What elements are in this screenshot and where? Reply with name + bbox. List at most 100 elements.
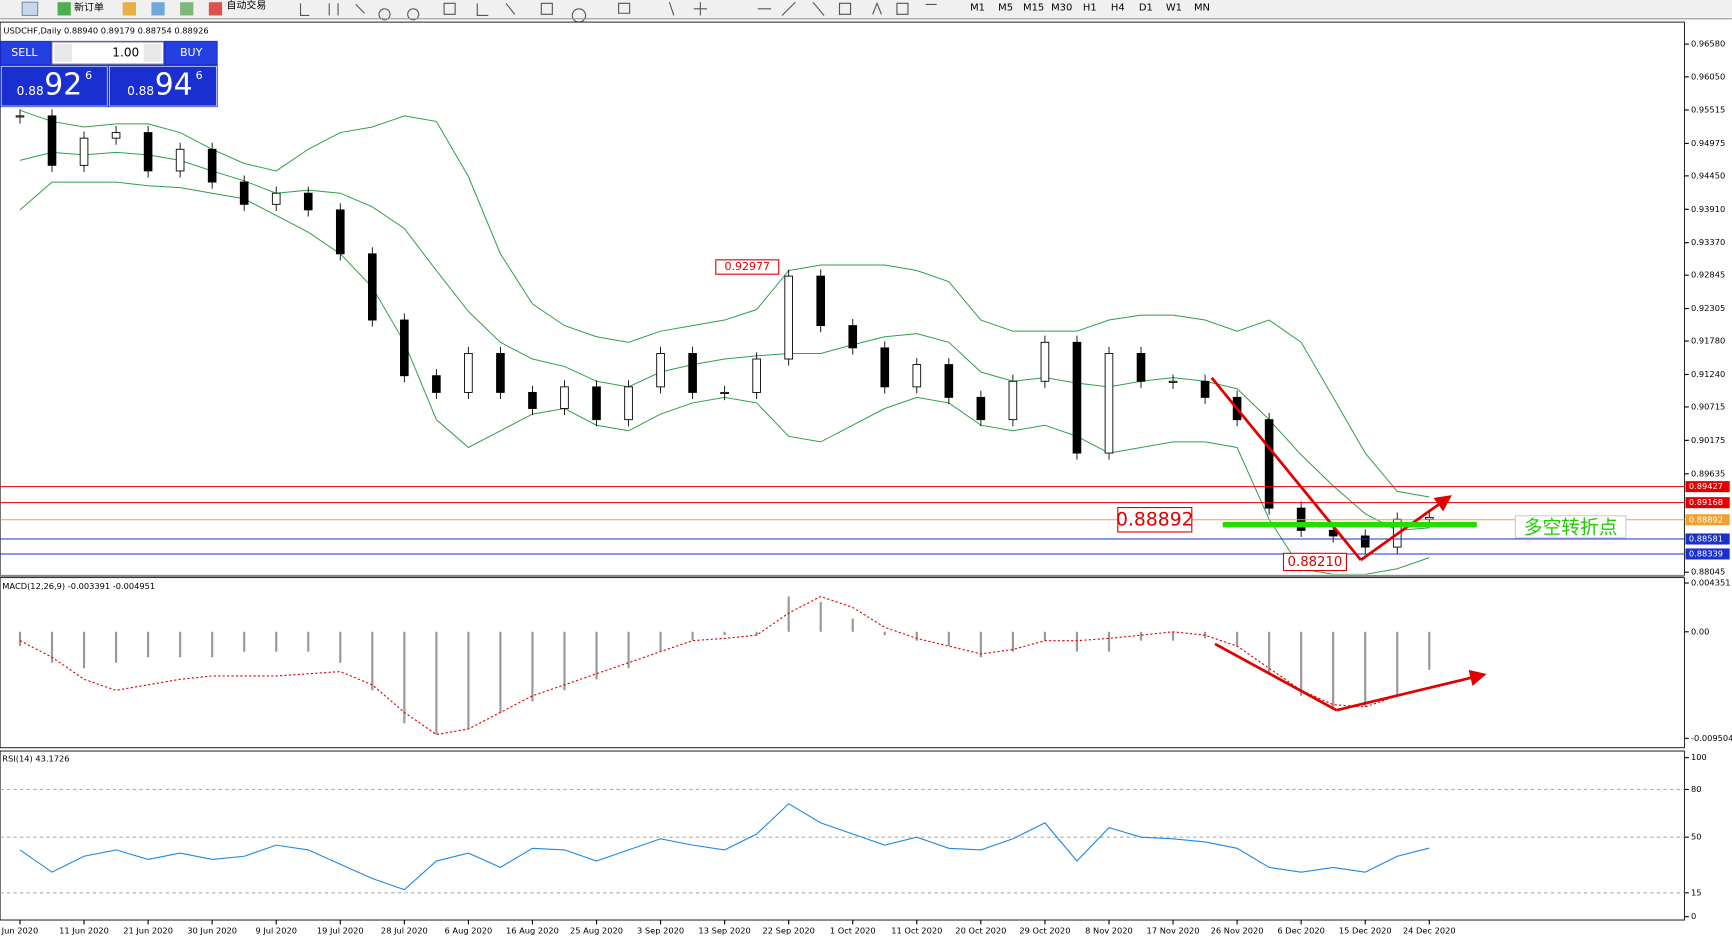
- lot-down[interactable]: [54, 44, 72, 62]
- auto-trading[interactable]: 自动交易: [227, 0, 267, 12]
- histogram-bar: [435, 631, 438, 735]
- candle: [239, 181, 249, 205]
- timeframe[interactable]: M30: [1051, 3, 1072, 14]
- candle: [912, 364, 922, 388]
- timeframe[interactable]: M1: [970, 3, 985, 14]
- lot-up[interactable]: [143, 44, 162, 62]
- candle: [1200, 380, 1210, 398]
- histogram-bar: [275, 631, 278, 652]
- timeframe[interactable]: D1: [1139, 3, 1153, 14]
- annotation: 0.88210: [1288, 555, 1343, 570]
- level-tag: [1685, 548, 1730, 560]
- candle: [1008, 380, 1018, 421]
- histogram-bar: [403, 631, 406, 724]
- y-tick-label: 0.004351: [1691, 578, 1730, 588]
- histogram-bar: [819, 601, 822, 632]
- candle: [592, 386, 601, 421]
- histogram-bar: [339, 631, 342, 663]
- bollinger-middle: [19, 151, 1430, 531]
- histogram-bar: [243, 631, 246, 652]
- sell-price-sup: 6: [85, 69, 92, 82]
- candle: [1040, 341, 1050, 382]
- toolbar: 新订单 自动交易 M1 M5 M15 M30 H1 H4 D1 W1 MN: [0, 0, 1732, 23]
- sell-button[interactable]: [1, 41, 50, 65]
- level-label: 0.89427: [1689, 481, 1723, 491]
- y-tick-label: 80: [1691, 784, 1702, 794]
- rsi-panel: [0, 750, 1685, 921]
- level-tag: [1685, 533, 1730, 545]
- histogram-bar: [467, 631, 470, 729]
- timeframe[interactable]: H1: [1083, 3, 1097, 14]
- annotation-box: [715, 259, 780, 275]
- timeframe[interactable]: MN: [1194, 3, 1210, 14]
- new-order[interactable]: 新订单: [74, 1, 104, 14]
- new-order-icon[interactable]: [57, 2, 71, 16]
- histogram-bar: [1139, 631, 1143, 641]
- x-tick-label: Jun 2020: [1, 926, 39, 936]
- timeframe[interactable]: M15: [1023, 3, 1044, 14]
- histogram-bar: [82, 631, 86, 669]
- icon[interactable]: [151, 2, 165, 16]
- histogram-bar: [723, 631, 726, 636]
- candle: [79, 137, 89, 166]
- timeframe[interactable]: W1: [1166, 3, 1182, 14]
- sell-label[interactable]: SELL: [11, 46, 38, 59]
- lot-value[interactable]: 1.00: [112, 46, 139, 60]
- x-tick-label: 22 Sep 2020: [762, 926, 814, 936]
- sell-price-box[interactable]: [0, 65, 108, 107]
- histogram-bar: [1235, 631, 1239, 647]
- x-tick-label: 11 Oct 2020: [891, 926, 942, 936]
- x-tick-label: 16 Aug 2020: [506, 926, 559, 936]
- histogram-bar: [179, 631, 182, 658]
- candle: [143, 132, 153, 172]
- histogram-bar: [947, 631, 950, 647]
- level-tag: [1685, 481, 1730, 493]
- x-tick-label: 20 Oct 2020: [955, 926, 1006, 936]
- y-tick-label: 0.94975: [1691, 138, 1725, 148]
- histogram-bar: [1428, 631, 1431, 670]
- x-tick-label: 26 Nov 2020: [1211, 926, 1264, 936]
- trade-panel: SELL 1.00 BUY 0.88 92 6 0.88 94 6: [0, 40, 218, 108]
- candle: [335, 209, 345, 255]
- lot-input[interactable]: [51, 41, 165, 65]
- x-tick-label: 3 Sep 2020: [637, 926, 684, 936]
- histogram-bar: [691, 631, 694, 641]
- candle: [15, 115, 25, 118]
- drawn-arrows: [1210, 376, 1487, 712]
- histogram-bar: [531, 631, 534, 702]
- histogram-bar: [50, 631, 54, 663]
- y-tick-label: 0.94450: [1691, 170, 1725, 180]
- icon[interactable]: [122, 2, 136, 16]
- y-tick-label: 0.91780: [1691, 336, 1725, 346]
- icon[interactable]: [21, 1, 39, 17]
- x-tick-label: 15 Dec 2020: [1339, 926, 1392, 936]
- x-tick-label: 28 Jul 2020: [381, 926, 428, 936]
- x-tick-label: 21 Jun 2020: [123, 926, 173, 936]
- histogram-bar: [1011, 631, 1014, 652]
- candle: [111, 132, 121, 139]
- buy-price-box[interactable]: [109, 65, 217, 107]
- histogram-bar: [915, 631, 918, 641]
- candle: [624, 386, 633, 421]
- signal-line: [19, 595, 1430, 736]
- buy-label[interactable]: BUY: [180, 46, 203, 59]
- chart-title: MACD(12,26,9) -0.003391 -0.004951: [2, 581, 155, 591]
- histogram-bar: [18, 631, 22, 647]
- buy-button[interactable]: [165, 41, 217, 65]
- candle: [303, 192, 313, 211]
- level-label: 0.88339: [1689, 548, 1723, 558]
- x-tick-label: 29 Oct 2020: [1019, 926, 1070, 936]
- icon[interactable]: [180, 2, 194, 16]
- histogram-bar: [851, 618, 854, 632]
- timeframe[interactable]: M5: [998, 3, 1013, 14]
- candle: [1424, 516, 1434, 520]
- candle: [720, 391, 729, 394]
- candle: [688, 353, 697, 393]
- x-tick-label: 19 Jul 2020: [317, 926, 364, 936]
- y-tick-label: 0.00: [1691, 626, 1709, 636]
- timeframe[interactable]: H4: [1111, 3, 1125, 14]
- auto-trading-icon[interactable]: [208, 2, 223, 16]
